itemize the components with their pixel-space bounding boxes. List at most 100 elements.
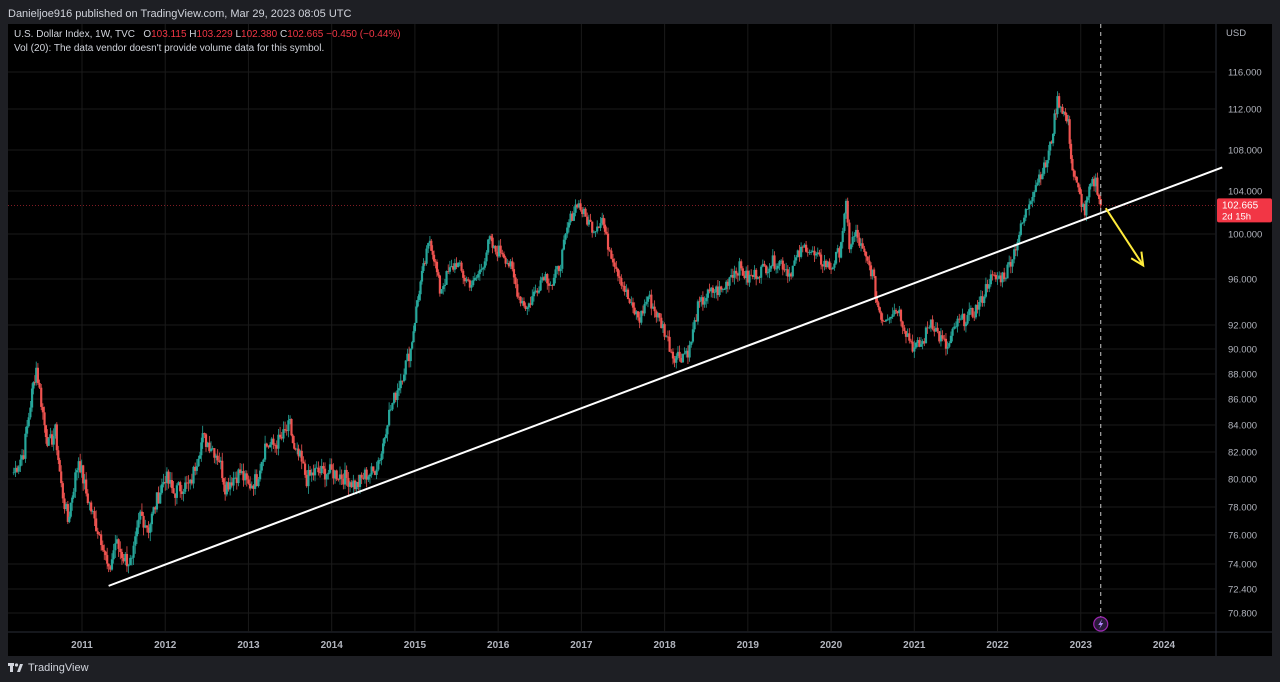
candle-body xyxy=(594,231,597,233)
candle-body xyxy=(1094,177,1097,187)
candle-body xyxy=(746,270,749,283)
candle-body xyxy=(1006,264,1009,279)
candle-body xyxy=(716,286,719,296)
candle-body xyxy=(1026,209,1029,210)
candle-body xyxy=(973,316,976,318)
candle-body xyxy=(646,296,650,302)
candle-body xyxy=(776,265,779,269)
candle-body xyxy=(43,412,46,426)
chart-panel[interactable]: USD 116.000 112.000 108.000 104.000 100.000 96… xyxy=(8,24,1272,656)
candle-body xyxy=(854,229,858,237)
candle-body xyxy=(480,269,483,271)
candle-body xyxy=(648,294,651,297)
candle-body xyxy=(342,478,345,485)
candle-body xyxy=(185,482,188,484)
candle-body xyxy=(693,320,696,330)
candle-body xyxy=(310,472,313,476)
candle-body xyxy=(891,314,894,317)
time-tick-label: 2018 xyxy=(653,640,676,651)
candle-body xyxy=(232,478,235,486)
candle-body xyxy=(936,327,939,332)
candle-body xyxy=(330,464,333,470)
candle-body xyxy=(204,434,208,447)
candle-body xyxy=(308,469,312,476)
price-tick-label: 86.000 xyxy=(1228,395,1257,406)
candle-body xyxy=(610,250,613,259)
last-price-value: 102.665 xyxy=(1222,200,1259,211)
candle-body xyxy=(174,493,177,498)
candle-body xyxy=(963,313,966,327)
candle-body xyxy=(419,281,422,295)
candle-body xyxy=(22,455,25,459)
candle-body xyxy=(227,482,230,490)
candle-body xyxy=(54,424,57,437)
candle-body xyxy=(1096,177,1099,195)
candle-body xyxy=(775,268,778,270)
candle-body xyxy=(868,260,871,266)
candle-body xyxy=(844,200,848,214)
candle-body xyxy=(465,279,468,282)
candle-body xyxy=(778,261,781,266)
price-tick-label: 78.000 xyxy=(1228,503,1257,514)
candle-body xyxy=(211,448,214,449)
candle-body xyxy=(140,511,144,516)
candle-body xyxy=(723,289,726,290)
candle-body xyxy=(549,285,552,286)
candle-body xyxy=(606,233,610,250)
candle-body xyxy=(74,472,77,492)
candle-body xyxy=(928,327,931,329)
candle-body xyxy=(19,459,22,467)
candle-body xyxy=(506,263,509,264)
candle-body xyxy=(386,425,389,435)
candle-body xyxy=(881,319,884,322)
candle-body xyxy=(736,273,739,276)
candle-body xyxy=(791,265,794,277)
candle-body xyxy=(437,272,440,276)
candle-body xyxy=(944,338,948,349)
candle-body xyxy=(630,302,633,304)
candle-body xyxy=(502,254,506,258)
candle-body xyxy=(139,511,142,520)
candle-body xyxy=(335,470,338,480)
candle-body xyxy=(670,351,673,353)
candle-body xyxy=(796,250,799,258)
candle-body xyxy=(1075,177,1078,183)
candle-body xyxy=(214,455,218,458)
candle-body xyxy=(877,302,880,308)
candle-body xyxy=(701,297,705,305)
candle-body xyxy=(242,471,245,481)
candle-body xyxy=(874,276,877,298)
candle-body xyxy=(272,438,275,445)
candle-body xyxy=(312,472,315,476)
candle-body xyxy=(843,213,846,232)
candle-body xyxy=(110,559,114,570)
candle-body xyxy=(206,442,209,447)
candle-body xyxy=(65,504,68,510)
candle-body xyxy=(203,433,206,435)
candle-body xyxy=(690,341,693,345)
candle-body xyxy=(596,226,599,232)
candle-body xyxy=(1018,234,1021,243)
candle-body xyxy=(75,470,79,473)
candle-body xyxy=(381,443,385,454)
candle-body xyxy=(345,469,348,478)
candle-body xyxy=(589,219,592,222)
tradingview-logo[interactable]: TradingView xyxy=(8,662,89,674)
candle-body xyxy=(144,525,147,528)
candle-body xyxy=(884,319,888,322)
candle-body xyxy=(416,300,419,307)
candle-body xyxy=(931,319,934,329)
candle-body xyxy=(1011,259,1014,267)
candle-body xyxy=(294,448,297,450)
candle-body xyxy=(613,262,616,267)
chart-svg[interactable]: USD 116.000 112.000 108.000 104.000 100.000 96… xyxy=(8,24,1272,656)
candle-body xyxy=(665,336,668,338)
candle-body xyxy=(468,280,471,288)
candle-body xyxy=(277,434,280,449)
candle-body xyxy=(280,437,283,439)
candle-body xyxy=(753,269,756,278)
candle-body xyxy=(315,467,318,469)
candle-body xyxy=(581,209,584,215)
candle-body xyxy=(959,318,963,320)
candle-body xyxy=(93,511,96,519)
